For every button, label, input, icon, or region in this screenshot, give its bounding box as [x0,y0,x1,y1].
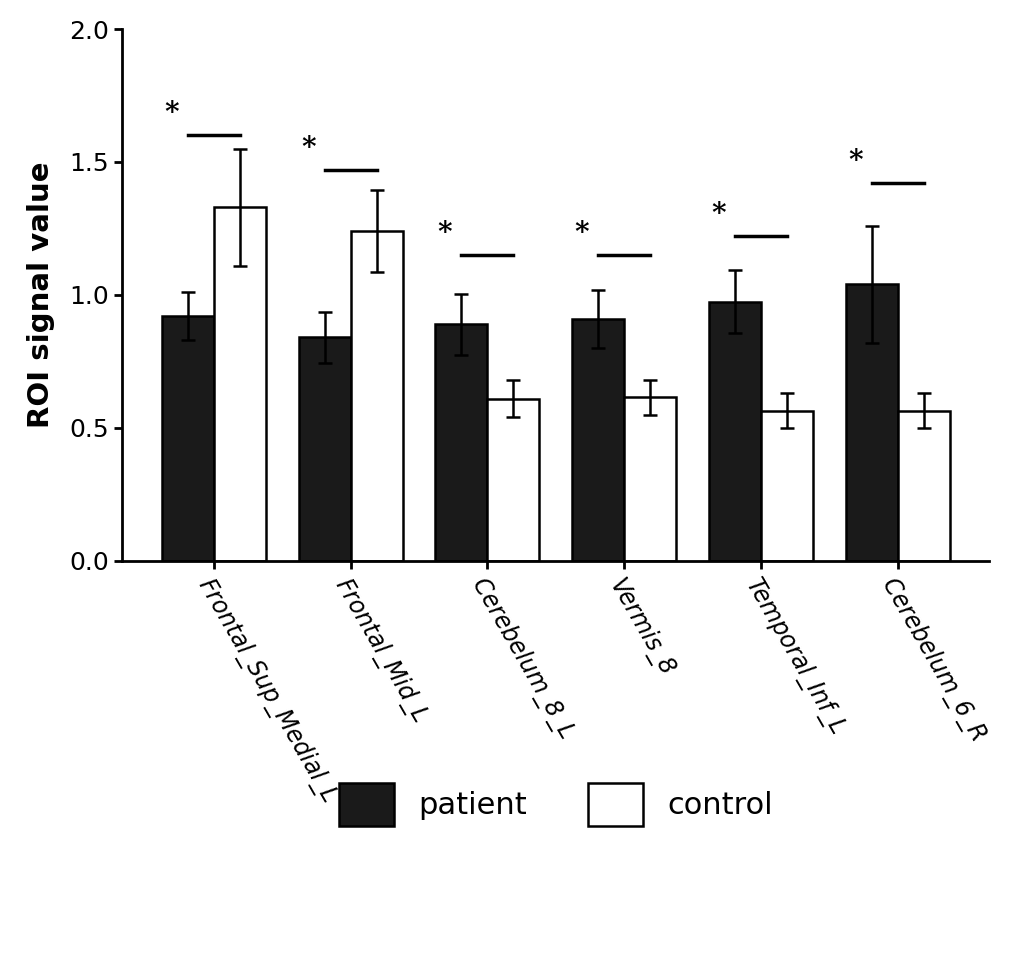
Bar [760,411,812,561]
Bar [214,207,266,561]
Bar [845,284,897,561]
Bar [572,319,624,561]
Bar [351,231,403,561]
Text: *: * [574,220,589,248]
Bar [708,302,760,561]
Text: *: * [301,135,315,161]
Bar [487,398,539,561]
Y-axis label: ROI signal value: ROI signal value [28,161,55,428]
Bar [897,411,949,561]
Legend: patient, control: patient, control [326,771,785,838]
Bar [162,316,214,561]
Text: *: * [164,101,178,128]
Bar [624,397,676,561]
Bar [299,337,351,561]
Bar [435,324,487,561]
Text: *: * [848,148,862,175]
Text: *: * [710,201,726,228]
Text: *: * [437,220,452,248]
